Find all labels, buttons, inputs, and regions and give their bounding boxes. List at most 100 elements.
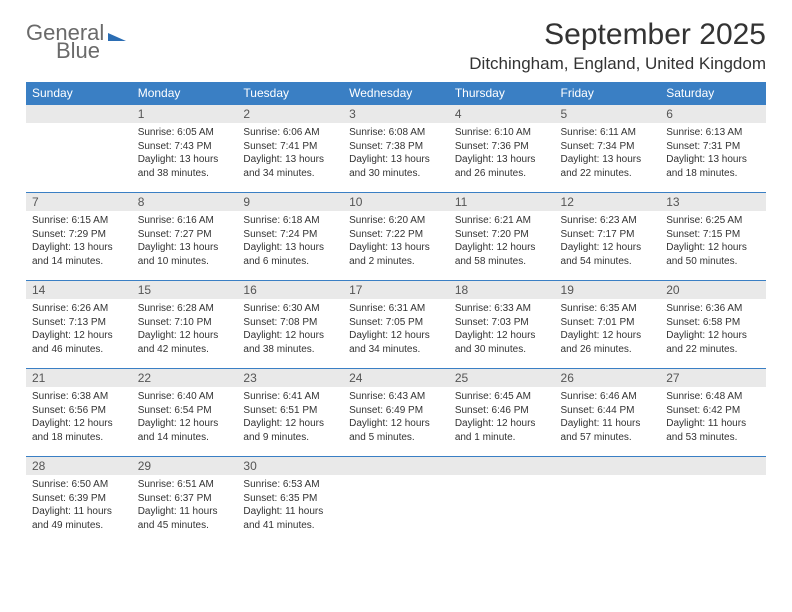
sunset-text: Sunset: 7:27 PM (138, 228, 232, 242)
calendar-day-cell: 9Sunrise: 6:18 AMSunset: 7:24 PMDaylight… (237, 192, 343, 280)
daylight-text: Daylight: 12 hours and 22 minutes. (666, 329, 760, 356)
day-number: 26 (555, 368, 661, 387)
calendar-day-cell: 14Sunrise: 6:26 AMSunset: 7:13 PMDayligh… (26, 280, 132, 368)
sunset-text: Sunset: 7:43 PM (138, 140, 232, 154)
day-details: Sunrise: 6:50 AMSunset: 6:39 PMDaylight:… (26, 475, 132, 536)
sunrise-text: Sunrise: 6:06 AM (243, 126, 337, 140)
sunrise-text: Sunrise: 6:11 AM (561, 126, 655, 140)
sunrise-text: Sunrise: 6:33 AM (455, 302, 549, 316)
sunset-text: Sunset: 7:05 PM (349, 316, 443, 330)
daylight-text: Daylight: 13 hours and 30 minutes. (349, 153, 443, 180)
calendar-day-cell: 20Sunrise: 6:36 AMSunset: 6:58 PMDayligh… (660, 280, 766, 368)
day-details: Sunrise: 6:23 AMSunset: 7:17 PMDaylight:… (555, 211, 661, 272)
calendar-day-cell (555, 456, 661, 544)
sunrise-text: Sunrise: 6:23 AM (561, 214, 655, 228)
sunset-text: Sunset: 6:58 PM (666, 316, 760, 330)
sunrise-text: Sunrise: 6:18 AM (243, 214, 337, 228)
sunrise-text: Sunrise: 6:30 AM (243, 302, 337, 316)
daylight-text: Daylight: 12 hours and 54 minutes. (561, 241, 655, 268)
sunset-text: Sunset: 6:49 PM (349, 404, 443, 418)
day-number: 19 (555, 280, 661, 299)
weekday-header: Saturday (660, 82, 766, 104)
day-number: 5 (555, 104, 661, 123)
calendar-day-cell: 3Sunrise: 6:08 AMSunset: 7:38 PMDaylight… (343, 104, 449, 192)
day-details: Sunrise: 6:40 AMSunset: 6:54 PMDaylight:… (132, 387, 238, 448)
calendar-week-row: 14Sunrise: 6:26 AMSunset: 7:13 PMDayligh… (26, 280, 766, 368)
day-details: Sunrise: 6:08 AMSunset: 7:38 PMDaylight:… (343, 123, 449, 184)
calendar-day-cell (660, 456, 766, 544)
weekday-header: Monday (132, 82, 238, 104)
sunrise-text: Sunrise: 6:46 AM (561, 390, 655, 404)
day-number: 13 (660, 192, 766, 211)
weekday-header: Friday (555, 82, 661, 104)
sunrise-text: Sunrise: 6:20 AM (349, 214, 443, 228)
daylight-text: Daylight: 13 hours and 34 minutes. (243, 153, 337, 180)
sunset-text: Sunset: 7:38 PM (349, 140, 443, 154)
location-subtitle: Ditchingham, England, United Kingdom (469, 54, 766, 74)
calendar-day-cell: 24 Sunrise: 6:43 AMSunset: 6:49 PMDayligh… (343, 368, 449, 456)
daylight-text: Daylight: 12 hours and 26 minutes. (561, 329, 655, 356)
day-number: 23 (237, 368, 343, 387)
day-details: Sunrise: 6:16 AMSunset: 7:27 PMDaylight:… (132, 211, 238, 272)
day-details: Sunrise: 6:41 AMSunset: 6:51 PMDaylight:… (237, 387, 343, 448)
day-number (555, 456, 661, 475)
day-details: Sunrise: 6:51 AMSunset: 6:37 PMDaylight:… (132, 475, 238, 536)
calendar-day-cell (449, 456, 555, 544)
calendar-day-cell: 4Sunrise: 6:10 AMSunset: 7:36 PMDaylight… (449, 104, 555, 192)
day-number (449, 456, 555, 475)
sunset-text: Sunset: 7:31 PM (666, 140, 760, 154)
day-details: Sunrise: 6:28 AMSunset: 7:10 PMDaylight:… (132, 299, 238, 360)
calendar-week-row: 28Sunrise: 6:50 AMSunset: 6:39 PMDayligh… (26, 456, 766, 544)
calendar-day-cell: 5Sunrise: 6:11 AMSunset: 7:34 PMDaylight… (555, 104, 661, 192)
sunset-text: Sunset: 7:01 PM (561, 316, 655, 330)
sunset-text: Sunset: 6:39 PM (32, 492, 126, 506)
calendar-body: 1Sunrise: 6:05 AMSunset: 7:43 PMDaylight… (26, 104, 766, 544)
calendar-day-cell: 26Sunrise: 6:46 AMSunset: 6:44 PMDayligh… (555, 368, 661, 456)
day-details: Sunrise: 6:26 AMSunset: 7:13 PMDaylight:… (26, 299, 132, 360)
sunset-text: Sunset: 7:10 PM (138, 316, 232, 330)
sunset-text: Sunset: 7:03 PM (455, 316, 549, 330)
month-title: September 2025 (469, 18, 766, 52)
sunrise-text: Sunrise: 6:35 AM (561, 302, 655, 316)
sunrise-text: Sunrise: 6:28 AM (138, 302, 232, 316)
day-number: 25 (449, 368, 555, 387)
daylight-text: Daylight: 11 hours and 53 minutes. (666, 417, 760, 444)
sunset-text: Sunset: 6:35 PM (243, 492, 337, 506)
daylight-text: Daylight: 12 hours and 30 minutes. (455, 329, 549, 356)
calendar-day-cell: 8Sunrise: 6:16 AMSunset: 7:27 PMDaylight… (132, 192, 238, 280)
day-details: Sunrise: 6:18 AMSunset: 7:24 PMDaylight:… (237, 211, 343, 272)
sunset-text: Sunset: 6:56 PM (32, 404, 126, 418)
sunrise-text: Sunrise: 6:51 AM (138, 478, 232, 492)
day-details: Sunrise: 6:06 AMSunset: 7:41 PMDaylight:… (237, 123, 343, 184)
day-number: 8 (132, 192, 238, 211)
page-header: General Blue September 2025 Ditchingham,… (26, 18, 766, 74)
sunrise-text: Sunrise: 6:08 AM (349, 126, 443, 140)
sunset-text: Sunset: 6:51 PM (243, 404, 337, 418)
sunrise-text: Sunrise: 6:43 AM (349, 390, 443, 404)
day-details: Sunrise: 6:21 AMSunset: 7:20 PMDaylight:… (449, 211, 555, 272)
day-number: 28 (26, 456, 132, 475)
sunset-text: Sunset: 6:37 PM (138, 492, 232, 506)
calendar-page: General Blue September 2025 Ditchingham,… (0, 0, 792, 558)
daylight-text: Daylight: 11 hours and 49 minutes. (32, 505, 126, 532)
calendar-day-cell: 30Sunrise: 6:53 AMSunset: 6:35 PMDayligh… (237, 456, 343, 544)
calendar-day-cell: 13Sunrise: 6:25 AMSunset: 7:15 PMDayligh… (660, 192, 766, 280)
daylight-text: Daylight: 13 hours and 38 minutes. (138, 153, 232, 180)
weekday-header: Thursday (449, 82, 555, 104)
sunrise-text: Sunrise: 6:53 AM (243, 478, 337, 492)
day-number: 21 (26, 368, 132, 387)
day-details: Sunrise: 6:48 AMSunset: 6:42 PMDaylight:… (660, 387, 766, 448)
weekday-header-row: SundayMondayTuesdayWednesdayThursdayFrid… (26, 82, 766, 104)
daylight-text: Daylight: 12 hours and 5 minutes. (349, 417, 443, 444)
day-number: 1 (132, 104, 238, 123)
day-details: Sunrise: 6:35 AMSunset: 7:01 PMDaylight:… (555, 299, 661, 360)
brand-triangle-icon (108, 33, 126, 41)
sunset-text: Sunset: 7:08 PM (243, 316, 337, 330)
day-number: 17 (343, 280, 449, 299)
sunset-text: Sunset: 7:17 PM (561, 228, 655, 242)
sunrise-text: Sunrise: 6:40 AM (138, 390, 232, 404)
day-number: 24 (343, 368, 449, 387)
calendar-day-cell: 18 Sunrise: 6:33 AMSunset: 7:03 PMDayligh… (449, 280, 555, 368)
day-number: 16 (237, 280, 343, 299)
day-number: 18 (449, 280, 555, 299)
